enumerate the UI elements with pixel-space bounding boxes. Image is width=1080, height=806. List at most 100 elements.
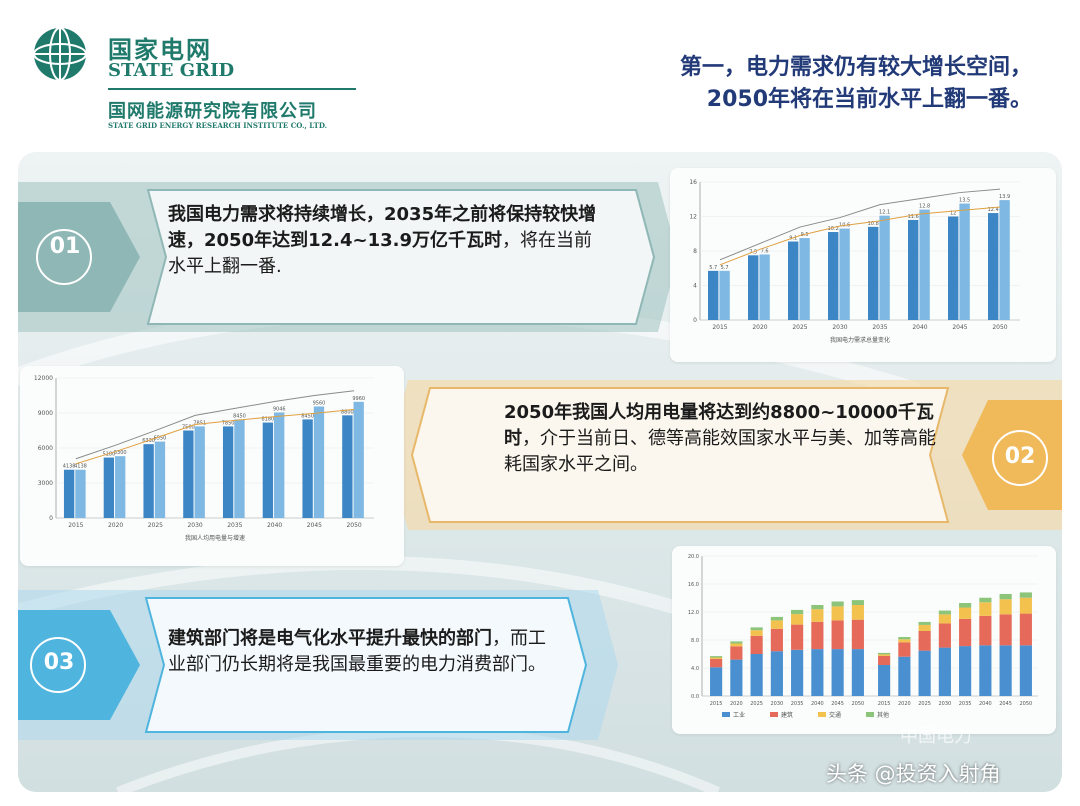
sector-stack-segment	[898, 656, 911, 696]
sector-legend-label: 工业	[733, 711, 745, 719]
sector-stack-segment	[791, 614, 804, 625]
point-03-text: 建筑部门将是电气化水平提升最快的部门，而工业部门仍长期将是我国最重要的电力消费部…	[168, 626, 548, 678]
percapita-y-tick: 3000	[38, 480, 53, 487]
percapita-bar	[75, 469, 86, 518]
header: 国家电网 STATE GRID 国网能源研究院有限公司 STATE GRID E…	[0, 0, 1080, 150]
sector-stack-segment	[938, 610, 951, 615]
percapita-y-tick: 12000	[34, 375, 53, 382]
demand-data-label: 5.7	[709, 265, 717, 271]
sector-stack-segment	[770, 620, 783, 629]
percapita-data-label: 8800	[341, 409, 354, 415]
sector-stack-segment	[791, 609, 804, 615]
percapita-x-tick: 2040	[267, 522, 282, 529]
sector-legend-label: 其他	[877, 711, 889, 719]
sector-x-tick: 2015	[878, 701, 891, 707]
sector-stack-segment	[898, 642, 911, 657]
demand-x-tick: 2035	[872, 324, 887, 331]
sector-stack-segment	[878, 665, 891, 696]
percapita-bar	[115, 456, 126, 518]
percapita-growth-line	[75, 390, 355, 460]
sector-stack-segment	[878, 654, 891, 656]
sector-stack-segment	[898, 637, 911, 640]
demand-data-label: 11.6	[908, 214, 919, 220]
sector-stack-segment	[1019, 597, 1032, 614]
sector-stack-segment	[851, 600, 864, 605]
sector-stack-segment	[878, 652, 891, 655]
point-01-bold: 我国电力需求将持续增长，2035年之前将保持较快增速，2050年达到12.4~1…	[168, 204, 597, 251]
demand-x-tick: 2040	[912, 324, 927, 331]
sector-legend-swatch	[770, 712, 778, 717]
sector-legend-label: 交通	[829, 711, 841, 719]
sector-stack-segment	[918, 624, 931, 631]
demand-x-tick: 2015	[712, 324, 727, 331]
sector-stack-segment	[750, 627, 763, 631]
sector-x-tick: 2020	[898, 701, 911, 707]
demand-y-tick: 0	[693, 317, 697, 324]
sector-stack-segment	[918, 650, 931, 696]
sector-x-tick: 2035	[959, 701, 972, 707]
sector-stack-segment	[999, 614, 1012, 646]
demand-data-label: 7.6	[761, 248, 769, 254]
demand-bar	[879, 215, 890, 320]
sector-stack-segment	[811, 649, 824, 696]
sector-stack-segment	[831, 620, 844, 650]
point-02-text: 2050年我国人均用电量将达到约8800~10000千瓦时，介于当前日、德等高能…	[504, 400, 940, 478]
point-02-bold: 2050年我国人均用电量将达到约8800~10000千瓦时	[504, 402, 934, 449]
sector-stack-segment	[750, 630, 763, 636]
sector-stack-segment	[811, 609, 824, 622]
percapita-bar	[262, 422, 274, 518]
percapita-data-label: 7850	[222, 420, 235, 426]
point-01-band	[18, 182, 678, 332]
sector-y-tick: 8.0	[691, 638, 699, 644]
sector-stack-segment	[959, 607, 972, 619]
sector-stack-segment	[938, 614, 951, 624]
sector-x-tick: 2030	[939, 701, 952, 707]
sector-stack-segment	[959, 618, 972, 647]
sector-legend-swatch	[818, 712, 826, 717]
percapita-data-label: 9560	[313, 400, 326, 406]
sector-stack-segment	[730, 641, 743, 644]
sector-x-tick: 2030	[771, 701, 784, 707]
sector-stack-segment	[918, 621, 931, 625]
sector-x-tick: 2035	[791, 701, 804, 707]
percapita-data-label: 9960	[352, 396, 365, 402]
demand-caption: 我国电力需求总量变化	[830, 336, 890, 344]
sector-stack-segment	[710, 658, 723, 668]
point-03-number: 03	[43, 650, 75, 675]
sector-stack-segment	[851, 649, 864, 696]
percapita-data-label: 7851	[193, 420, 206, 426]
sector-stack-segment	[918, 630, 931, 651]
logo-divider	[108, 88, 356, 90]
demand-bar	[868, 226, 879, 320]
point-03-normal: ，而工业部门仍长期将是我国最重要的电力消费部门。	[168, 628, 546, 675]
demand-data-label: 12.8	[919, 204, 930, 210]
sector-stack-segment	[811, 605, 824, 610]
point-03-bold: 建筑部门将是电气化水平提升最快的部门	[168, 628, 492, 649]
demand-y-tick: 8	[693, 248, 697, 255]
sector-stack-segment	[878, 655, 891, 666]
demand-y-tick: 4	[693, 283, 697, 290]
demand-bar	[988, 213, 999, 320]
demand-x-tick: 2030	[832, 324, 847, 331]
slide-title-line2: 2050年将在当前水平上翻一番。	[706, 87, 1032, 112]
sector-x-tick: 2050	[1020, 701, 1033, 707]
demand-y-tick: 16	[689, 179, 697, 186]
sector-stack-segment	[710, 656, 723, 658]
percapita-data-label: 4138	[63, 464, 76, 470]
percapita-x-tick: 2050	[346, 522, 361, 529]
sector-stack-segment	[979, 602, 992, 616]
sector-stack-segment	[979, 645, 992, 696]
percapita-bar	[183, 430, 194, 518]
sector-x-tick: 2050	[852, 701, 865, 707]
watermark-text: 头条 @投资入射角	[826, 762, 1001, 786]
point-02-band	[388, 380, 1062, 530]
percapita-data-label: 7500	[182, 425, 195, 431]
institute-name-en: STATE GRID ENERGY RESEARCH INSTITUTE CO.…	[108, 121, 328, 130]
point-01-text: 我国电力需求将持续增长，2035年之前将保持较快增速，2050年达到12.4~1…	[168, 202, 598, 280]
sector-stack-segment	[831, 606, 844, 621]
percapita-x-tick: 2030	[187, 522, 202, 529]
sector-stack-segment	[710, 667, 723, 696]
demand-data-label: 12.4	[988, 207, 999, 213]
sector-x-tick: 2040	[811, 701, 824, 707]
